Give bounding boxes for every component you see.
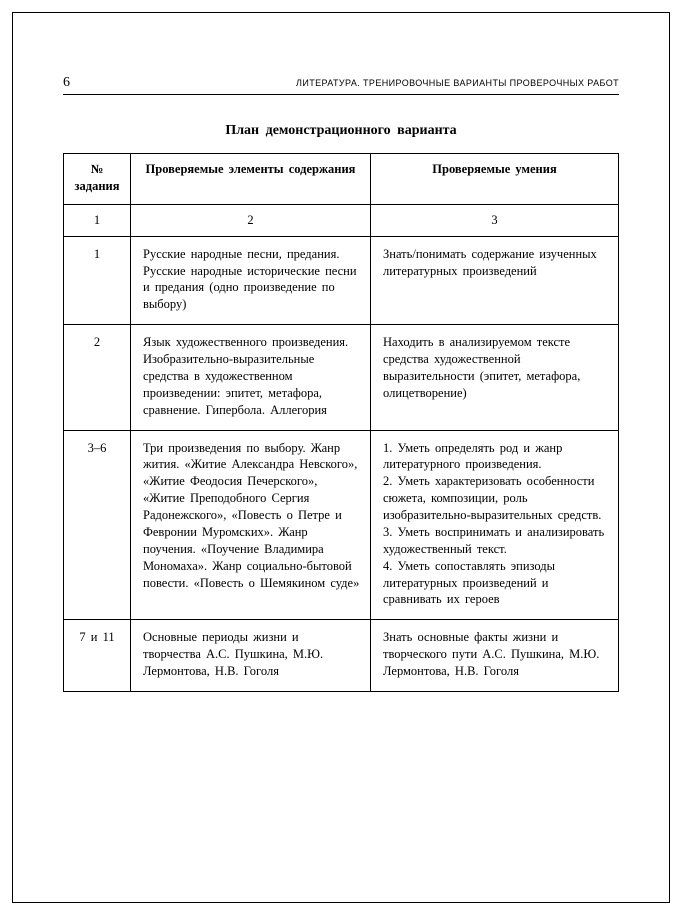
cell-content: Язык художественного произведения. Изобр… [131, 325, 371, 430]
col-header-content: Проверяемые элементы содержания [131, 154, 371, 205]
cell-task-number: 7 и 11 [64, 620, 131, 692]
page-number: 6 [63, 75, 70, 91]
cell-content: Три произведения по выбору. Жанр жития. … [131, 430, 371, 620]
col-header-number: № задания [64, 154, 131, 205]
col-header-skills: Проверяемые умения [371, 154, 619, 205]
cell-skills: 1. Уметь определять род и жанр литератур… [371, 430, 619, 620]
running-head: ЛИТЕРАТУРА. ТРЕНИРОВОЧНЫЕ ВАРИАНТЫ ПРОВЕ… [296, 78, 619, 88]
colnum-1: 1 [64, 204, 131, 236]
table-header-row: № задания Проверяемые элементы содержани… [64, 154, 619, 205]
cell-skills: Знать/понимать содержание изученных лите… [371, 236, 619, 325]
cell-task-number: 2 [64, 325, 131, 430]
table-row: 2 Язык художественного произведения. Изо… [64, 325, 619, 430]
plan-table: № задания Проверяемые элементы содержани… [63, 153, 619, 692]
page-content: 6 ЛИТЕРАТУРА. ТРЕНИРОВОЧНЫЕ ВАРИАНТЫ ПРО… [13, 13, 669, 732]
table-row: 1 Русские народные песни, предания. Русс… [64, 236, 619, 325]
cell-task-number: 3–6 [64, 430, 131, 620]
column-number-row: 1 2 3 [64, 204, 619, 236]
cell-content: Основные периоды жизни и творчества А.С.… [131, 620, 371, 692]
page-frame: 6 ЛИТЕРАТУРА. ТРЕНИРОВОЧНЫЕ ВАРИАНТЫ ПРО… [12, 12, 670, 903]
page-header: 6 ЛИТЕРАТУРА. ТРЕНИРОВОЧНЫЕ ВАРИАНТЫ ПРО… [63, 75, 619, 95]
cell-skills: Знать основные факты жизни и творческого… [371, 620, 619, 692]
table-row: 7 и 11 Основные периоды жизни и творчест… [64, 620, 619, 692]
page-title: План демонстрационного варианта [63, 123, 619, 139]
cell-content: Русские народные песни, предания. Русски… [131, 236, 371, 325]
colnum-3: 3 [371, 204, 619, 236]
cell-skills: Находить в анализируемом тексте средства… [371, 325, 619, 430]
cell-task-number: 1 [64, 236, 131, 325]
table-body: 1 2 3 1 Русские народные песни, предания… [64, 204, 619, 691]
colnum-2: 2 [131, 204, 371, 236]
table-row: 3–6 Три произведения по выбору. Жанр жит… [64, 430, 619, 620]
